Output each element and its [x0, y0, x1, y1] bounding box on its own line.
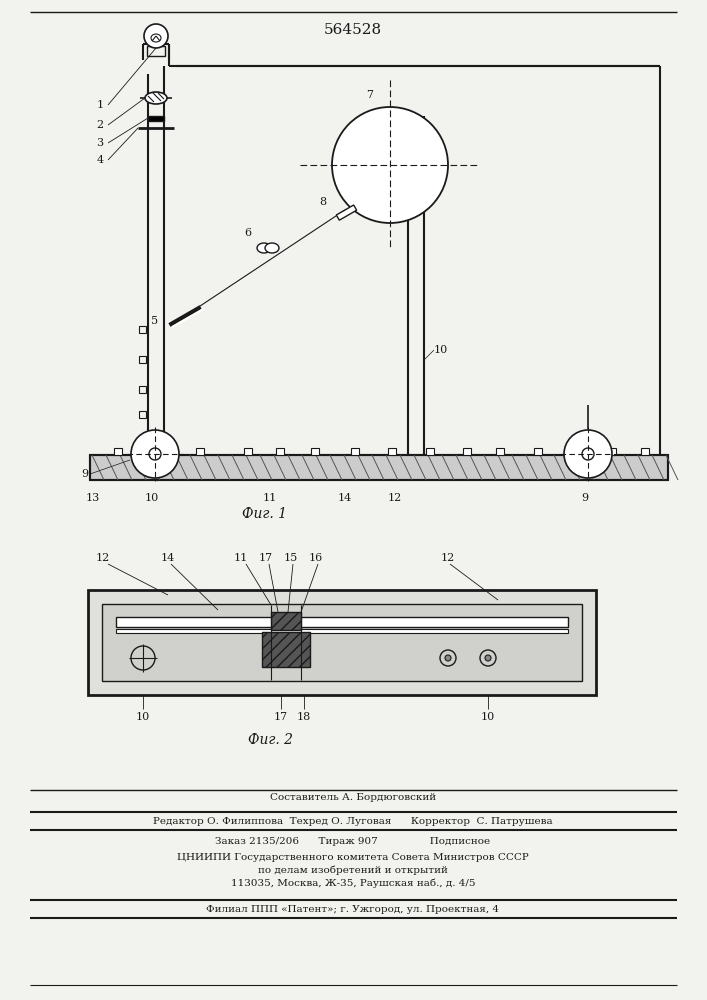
Bar: [244, 448, 252, 455]
Text: 15: 15: [284, 553, 298, 563]
Text: 10: 10: [481, 712, 495, 722]
Bar: [147, 46, 165, 56]
Text: 10: 10: [434, 345, 448, 355]
Bar: [90, 455, 668, 480]
Text: 9: 9: [581, 493, 588, 503]
Text: 11: 11: [263, 493, 277, 503]
Polygon shape: [337, 205, 356, 220]
Text: 4: 4: [96, 155, 103, 165]
Bar: [426, 448, 434, 455]
Text: 8: 8: [320, 197, 327, 207]
Circle shape: [332, 107, 448, 223]
Text: 7: 7: [366, 90, 373, 100]
Text: Составитель А. Бордюговский: Составитель А. Бордюговский: [270, 794, 436, 802]
Text: 5: 5: [151, 316, 158, 326]
Text: Фиг. 2: Фиг. 2: [247, 733, 293, 747]
Circle shape: [144, 24, 168, 48]
Text: Заказ 2135/206      Тираж 907                Подписное: Заказ 2135/206 Тираж 907 Подписное: [216, 836, 491, 846]
Text: 11: 11: [234, 553, 248, 563]
Text: 12: 12: [388, 493, 402, 503]
Text: 17: 17: [274, 712, 288, 722]
Text: 13: 13: [86, 493, 100, 503]
Ellipse shape: [265, 243, 279, 253]
Text: 14: 14: [338, 493, 352, 503]
Text: 17: 17: [259, 553, 273, 563]
Text: 1: 1: [96, 100, 103, 110]
Bar: [388, 448, 396, 455]
Text: 9: 9: [81, 469, 88, 479]
Text: Филиал ППП «Патент»; г. Ужгород, ул. Проектная, 4: Филиал ППП «Патент»; г. Ужгород, ул. Про…: [206, 904, 500, 914]
Bar: [534, 448, 542, 455]
Bar: [139, 411, 146, 418]
Bar: [311, 448, 319, 455]
Bar: [276, 448, 284, 455]
Text: 564528: 564528: [324, 23, 382, 37]
Bar: [641, 448, 649, 455]
Text: 16: 16: [309, 553, 323, 563]
Text: 10: 10: [145, 493, 159, 503]
Bar: [571, 448, 579, 455]
Bar: [351, 448, 359, 455]
Circle shape: [480, 650, 496, 666]
Circle shape: [131, 430, 179, 478]
Bar: [196, 448, 204, 455]
Text: 2: 2: [96, 120, 103, 130]
Text: 18: 18: [297, 712, 311, 722]
Circle shape: [149, 448, 161, 460]
Text: 10: 10: [136, 712, 150, 722]
Bar: [148, 116, 164, 121]
Circle shape: [440, 650, 456, 666]
Text: ЦНИИПИ Государственного комитета Совета Министров СССР: ЦНИИПИ Государственного комитета Совета …: [177, 852, 529, 861]
Text: Фиг. 1: Фиг. 1: [243, 507, 288, 521]
Circle shape: [131, 646, 155, 670]
Text: 12: 12: [441, 553, 455, 563]
Bar: [262, 632, 310, 667]
Bar: [139, 326, 146, 333]
Bar: [463, 448, 471, 455]
Ellipse shape: [145, 92, 167, 104]
Bar: [496, 448, 504, 455]
Bar: [608, 448, 616, 455]
Bar: [271, 612, 301, 630]
Bar: [116, 617, 568, 627]
Text: Редактор О. Филиппова  Техред О. Луговая      Корректор  С. Патрушева: Редактор О. Филиппова Техред О. Луговая …: [153, 816, 553, 826]
Bar: [151, 448, 159, 455]
Circle shape: [564, 430, 612, 478]
Circle shape: [582, 448, 594, 460]
Bar: [114, 448, 122, 455]
Bar: [102, 604, 582, 681]
Bar: [116, 629, 568, 633]
Text: по делам изобретений и открытий: по делам изобретений и открытий: [258, 865, 448, 875]
Ellipse shape: [257, 243, 271, 253]
Circle shape: [485, 655, 491, 661]
Text: 14: 14: [161, 553, 175, 563]
Circle shape: [445, 655, 451, 661]
Text: 12: 12: [96, 553, 110, 563]
Text: 3: 3: [96, 138, 103, 148]
Bar: [88, 590, 596, 695]
Bar: [139, 386, 146, 393]
Text: 6: 6: [245, 228, 252, 238]
Bar: [139, 356, 146, 363]
Text: 113035, Москва, Ж-35, Раушская наб., д. 4/5: 113035, Москва, Ж-35, Раушская наб., д. …: [230, 878, 475, 888]
